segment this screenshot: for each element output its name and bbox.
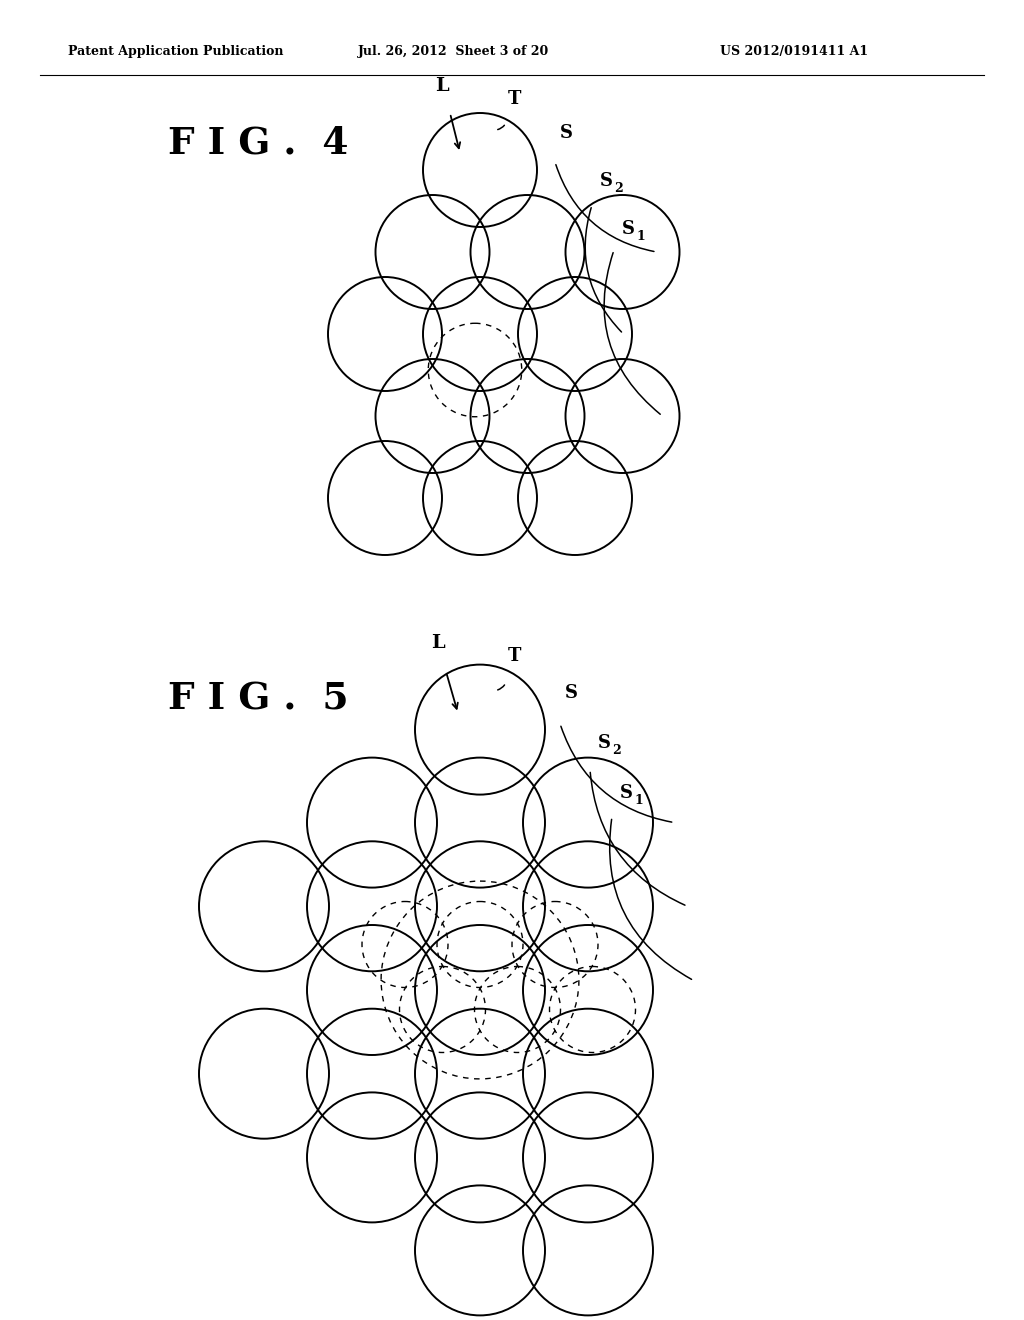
Text: S: S — [565, 684, 578, 702]
Text: L: L — [431, 634, 444, 652]
Text: L: L — [435, 77, 449, 95]
Text: S: S — [622, 220, 635, 238]
Text: 2: 2 — [612, 743, 621, 756]
Text: S: S — [620, 784, 633, 801]
Text: S: S — [598, 734, 611, 751]
Text: Patent Application Publication: Patent Application Publication — [68, 45, 284, 58]
Text: 1: 1 — [636, 230, 645, 243]
Text: 1: 1 — [634, 793, 643, 807]
Text: F I G .  4: F I G . 4 — [168, 125, 348, 162]
Text: 2: 2 — [614, 182, 623, 195]
Text: F I G .  5: F I G . 5 — [168, 680, 348, 717]
Text: US 2012/0191411 A1: US 2012/0191411 A1 — [720, 45, 868, 58]
Text: S: S — [600, 172, 613, 190]
Text: Jul. 26, 2012  Sheet 3 of 20: Jul. 26, 2012 Sheet 3 of 20 — [358, 45, 549, 58]
Text: T: T — [508, 90, 521, 108]
Text: T: T — [508, 647, 521, 664]
Text: S: S — [560, 124, 573, 143]
